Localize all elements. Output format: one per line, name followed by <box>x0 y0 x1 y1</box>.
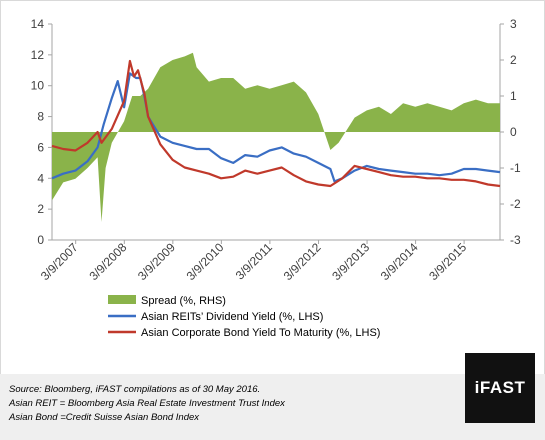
legend-label: Asian Corporate Bond Yield To Maturity (… <box>141 327 380 339</box>
right-tick-label: 1 <box>510 89 517 103</box>
left-tick-label: 14 <box>31 17 45 31</box>
bond-yield-series <box>51 59 501 188</box>
x-tick-label: 3/9/2015 <box>426 240 469 283</box>
legend-label: Spread (%, RHS) <box>141 295 226 307</box>
source-note: Source: Bloomberg, iFAST compilations as… <box>9 384 261 395</box>
right-tick-label: -1 <box>510 161 521 175</box>
left-tick-label: 10 <box>31 79 45 93</box>
ifast-logo: iFAST <box>465 353 535 423</box>
spread-series <box>52 52 500 222</box>
right-tick-label: -3 <box>510 233 521 247</box>
x-tick-label: 3/9/2012 <box>281 240 324 283</box>
x-tick-label: 3/9/2011 <box>233 240 276 283</box>
x-tick-label: 3/9/2008 <box>87 240 130 283</box>
x-tick-label: 3/9/2007 <box>38 240 81 283</box>
x-tick-label: 3/9/2010 <box>184 240 227 283</box>
bond-definition-note: Asian Bond =Credit Suisse Asian Bond Ind… <box>9 412 200 423</box>
right-tick-label: 2 <box>510 53 517 67</box>
footer-notes: Source: Bloomberg, iFAST compilations as… <box>0 374 545 440</box>
logo-text: iFAST <box>474 378 526 397</box>
legend-swatch-spread <box>108 295 136 304</box>
reit-yield-series <box>51 72 501 183</box>
legend-item-spread: Spread (%, RHS) <box>108 295 226 307</box>
right-tick-label: 3 <box>510 17 517 31</box>
left-tick-label: 2 <box>37 202 44 216</box>
left-tick-label: 6 <box>37 140 44 154</box>
x-tick-label: 3/9/2013 <box>329 240 372 283</box>
right-tick-label: -2 <box>510 197 521 211</box>
x-tick-label: 3/9/2009 <box>135 240 178 283</box>
legend-label: Asian REITs’ Dividend Yield (%, LHS) <box>141 311 323 323</box>
left-tick-label: 0 <box>37 233 44 247</box>
right-tick-label: 0 <box>510 125 517 139</box>
legend-item-bond-yield: Asian Corporate Bond Yield To Maturity (… <box>108 327 380 339</box>
left-tick-label: 12 <box>31 48 45 62</box>
reit-definition-note: Asian REIT = Bloomberg Asia Real Estate … <box>9 398 285 409</box>
legend-item-reit-yield: Asian REITs’ Dividend Yield (%, LHS) <box>108 311 323 323</box>
x-tick-label: 3/9/2014 <box>378 240 421 283</box>
left-tick-label: 8 <box>37 110 44 124</box>
legend: Spread (%, RHS) Asian REITs’ Dividend Yie… <box>108 295 380 339</box>
left-tick-label: 4 <box>37 171 44 185</box>
